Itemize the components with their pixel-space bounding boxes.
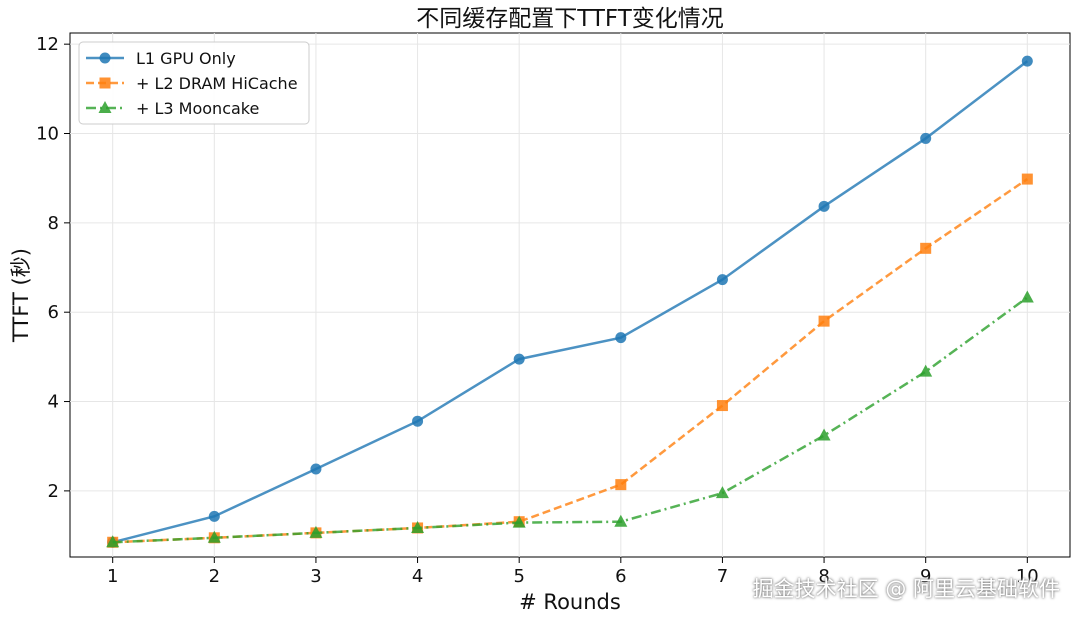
data-point — [615, 332, 627, 344]
legend-item: + L3 Mooncake — [86, 99, 259, 118]
legend-item: + L2 DRAM HiCache — [86, 74, 298, 93]
data-point — [615, 479, 627, 491]
series-1 — [107, 55, 1033, 548]
series-line — [112, 60, 1029, 544]
series-3 — [106, 290, 1034, 548]
data-point — [207, 530, 221, 543]
x-tick-label: 1 — [107, 566, 118, 587]
watermark: 掘金技术社区 @ 阿里云基础软件 — [752, 577, 1060, 601]
data-point — [716, 400, 728, 412]
legend-label: + L2 DRAM HiCache — [136, 74, 298, 93]
x-axis: 1 2 3 4 5 6 7 8 9 10 — [107, 557, 1039, 587]
legend-label: + L3 Mooncake — [136, 99, 259, 118]
x-tick-label: 10 — [1016, 566, 1039, 587]
legend-marker — [99, 52, 111, 64]
data-point — [310, 463, 322, 475]
data-point — [309, 525, 323, 538]
series-line — [112, 178, 1029, 544]
chart-title: 不同缓存配置下TTFT变化情况 — [416, 6, 724, 32]
y-tick-label: 8 — [48, 213, 59, 234]
data-point — [411, 520, 425, 533]
x-tick-label: 3 — [310, 566, 321, 587]
data-point — [512, 515, 526, 528]
data-point — [513, 353, 525, 365]
legend: L1 GPU Only + L2 DRAM HiCache + L3 Mooncak… — [78, 41, 310, 125]
series-group — [106, 55, 1034, 548]
y-tick-label: 6 — [48, 302, 59, 323]
data-point — [412, 415, 424, 427]
x-tick-label: 6 — [615, 566, 626, 587]
data-point — [818, 315, 830, 327]
x-tick-label: 9 — [920, 566, 931, 587]
y-axis-label: TTFT (秒) — [9, 248, 33, 343]
data-point — [920, 242, 932, 254]
legend-box — [78, 41, 310, 125]
x-axis-label: # Rounds — [519, 590, 621, 614]
x-tick-label: 5 — [513, 566, 524, 587]
y-tick-label: 2 — [48, 481, 59, 502]
data-point — [919, 364, 933, 377]
x-tick-label: 8 — [818, 566, 829, 587]
legend-marker — [98, 101, 112, 113]
data-point — [715, 486, 729, 499]
y-tick-label: 4 — [48, 392, 59, 413]
data-point — [817, 428, 831, 441]
x-tick-label: 4 — [412, 566, 423, 587]
y-axis: 2 4 6 8 10 12 — [36, 34, 70, 502]
legend-item: L1 GPU Only — [86, 49, 236, 68]
data-point — [208, 510, 220, 522]
x-tick-label: 7 — [717, 566, 728, 587]
data-point — [1021, 173, 1033, 185]
data-point — [920, 132, 932, 144]
y-tick-label: 12 — [36, 34, 59, 55]
x-tick-label: 2 — [209, 566, 220, 587]
y-tick-label: 10 — [36, 124, 59, 145]
data-point — [614, 514, 628, 527]
data-point — [1021, 55, 1033, 67]
data-point — [106, 535, 120, 548]
data-point — [716, 274, 728, 286]
data-point — [1020, 290, 1034, 303]
legend-label: L1 GPU Only — [136, 49, 236, 68]
data-point — [818, 200, 830, 212]
legend-marker — [99, 77, 111, 89]
